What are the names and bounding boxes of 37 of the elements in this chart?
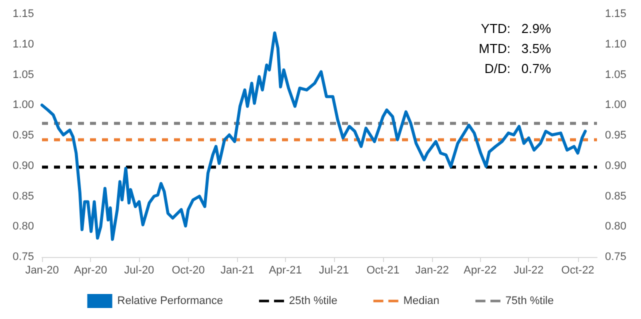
y-tick-label: 1.05 (12, 68, 34, 81)
x-tick-label: Oct-22 (561, 264, 594, 276)
x-tick-label: Jan-21 (220, 264, 254, 276)
legend-label: Median (403, 295, 440, 307)
y-tick-label: 0.90 (12, 160, 34, 172)
x-tick-label: Jul-22 (514, 264, 544, 276)
annotation: MTD: 3.5% (478, 41, 552, 56)
x-tick-label: Jan-20 (25, 264, 59, 276)
y-tick-label: 1.00 (12, 99, 34, 112)
y2-tick-label: 0.75 (605, 251, 626, 263)
x-tick-label: Oct-21 (366, 264, 400, 276)
y-tick-label: 0.80 (12, 220, 34, 233)
y2-tick-label: 1.10 (605, 38, 626, 50)
y2-tick-label: 0.95 (605, 130, 626, 142)
y2-tick-label: 0.90 (605, 160, 626, 172)
y-tick-label: 0.95 (12, 130, 34, 142)
x-tick-label: Oct-20 (172, 264, 205, 276)
x-tick-label: Jul-21 (318, 264, 349, 276)
y2-tick-label: 0.85 (605, 190, 626, 202)
y2-tick-label: 0.80 (605, 220, 626, 233)
y-tick-label: 1.10 (12, 38, 34, 50)
y2-tick-label: 1.15 (605, 8, 626, 20)
annotation: D/D: 0.7% (484, 61, 552, 76)
y-tick-label: 0.85 (12, 190, 34, 202)
x-tick-label: Jul-20 (124, 264, 154, 276)
annotation: YTD: 2.9% (480, 21, 552, 36)
x-tick-label: Apr-20 (74, 264, 108, 276)
y2-tick-label: 1.00 (605, 99, 626, 112)
legend-label: 25th %tile (289, 295, 338, 307)
legend-label: 75th %tile (505, 295, 554, 307)
y-tick-label: 1.15 (12, 8, 34, 20)
y2-tick-label: 1.05 (605, 68, 626, 81)
y-tick-label: 0.75 (12, 251, 34, 263)
x-tick-label: Apr-22 (464, 264, 497, 276)
legend-label: Relative Performance (117, 295, 224, 307)
x-tick-label: Jan-22 (415, 264, 449, 276)
x-tick-label: Apr-21 (268, 264, 302, 276)
